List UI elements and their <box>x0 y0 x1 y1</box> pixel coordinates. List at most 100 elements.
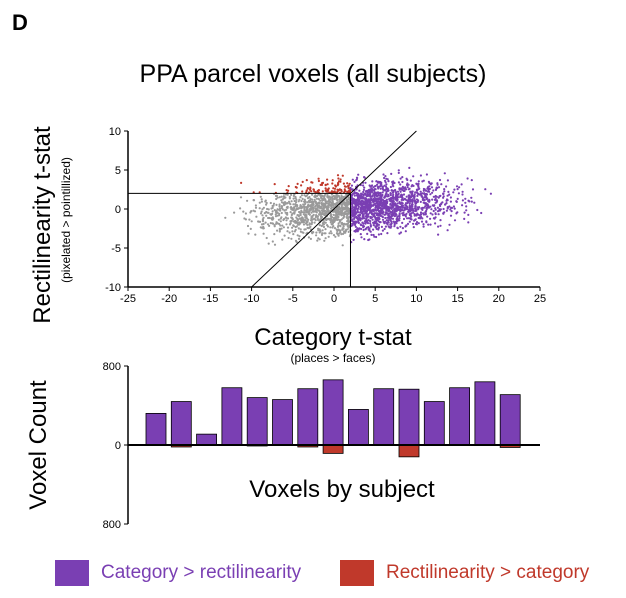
scatter-point <box>416 200 419 203</box>
scatter-point <box>328 217 331 221</box>
scatter-point <box>389 203 392 206</box>
scatter-point <box>350 203 354 206</box>
scatter-point <box>321 232 324 235</box>
scatter-point <box>364 192 367 195</box>
scatter-point <box>447 190 450 193</box>
scatter-point <box>422 201 425 204</box>
scatter-point <box>334 185 337 188</box>
scatter-point <box>405 195 408 198</box>
scatter-point <box>261 218 264 221</box>
scatter-point <box>473 201 476 204</box>
scatter-point <box>281 238 284 241</box>
scatter-point <box>408 194 411 197</box>
scatter-point <box>283 234 286 237</box>
scatter-point <box>465 205 468 208</box>
scatter-point <box>303 194 306 197</box>
scatter-point <box>278 230 281 233</box>
scatter-point <box>355 198 359 201</box>
scatter-point <box>448 193 451 196</box>
scatter-point <box>287 236 290 240</box>
scatter-point <box>396 193 400 196</box>
scatter-point <box>384 188 387 192</box>
legend-swatch-category <box>55 560 89 586</box>
scatter-point <box>352 220 355 224</box>
scatter-point <box>317 201 321 204</box>
scatter-point <box>383 195 386 198</box>
scatter-point <box>246 199 249 202</box>
scatter-point <box>405 177 408 180</box>
scatter-point <box>324 193 327 196</box>
scatter-point <box>437 186 441 189</box>
scatter-point <box>390 200 393 203</box>
scatter-x-tick-label: 0 <box>331 293 337 305</box>
scatter-point <box>342 224 345 227</box>
scatter-point <box>323 203 326 206</box>
scatter-xlabel-sub: (places > faces) <box>290 351 375 365</box>
scatter-point <box>449 214 453 217</box>
scatter-point <box>396 190 400 193</box>
scatter-point <box>258 191 261 194</box>
scatter-point <box>346 202 349 206</box>
scatter-point <box>372 186 375 189</box>
scatter-point <box>385 211 388 214</box>
scatter-point <box>373 235 376 238</box>
scatter-point <box>286 230 289 233</box>
scatter-point <box>351 210 354 213</box>
scatter-point <box>320 197 323 200</box>
scatter-point <box>414 205 417 208</box>
scatter-point <box>434 195 437 198</box>
scatter-point <box>341 174 344 177</box>
scatter-point <box>361 213 364 217</box>
scatter-point <box>388 206 392 209</box>
scatter-point <box>326 194 329 197</box>
scatter-point <box>300 194 303 197</box>
scatter-point <box>390 223 393 226</box>
scatter-point <box>369 189 372 192</box>
scatter-point <box>452 205 455 208</box>
scatter-point <box>372 233 375 237</box>
scatter-point <box>412 226 415 229</box>
scatter-point <box>395 191 398 194</box>
scatter-point <box>357 196 360 199</box>
scatter-point <box>385 177 388 180</box>
scatter-point <box>265 236 268 240</box>
scatter-point <box>360 195 363 198</box>
scatter-point <box>311 207 314 210</box>
bar-rectilinearity <box>398 444 420 458</box>
scatter-point <box>387 225 390 228</box>
scatter-point <box>346 198 349 201</box>
scatter-point <box>312 213 315 216</box>
scatter-point <box>432 189 435 192</box>
scatter-point <box>432 217 435 220</box>
scatter-point <box>289 222 292 225</box>
scatter-point <box>424 196 427 199</box>
scatter-point <box>446 199 449 202</box>
scatter-point <box>352 198 355 201</box>
scatter-point <box>378 217 381 221</box>
scatter-point <box>330 201 333 204</box>
scatter-point <box>426 203 429 206</box>
scatter-point <box>409 199 412 202</box>
scatter-point <box>410 204 414 207</box>
scatter-point <box>348 182 351 185</box>
scatter-point <box>434 197 437 200</box>
scatter-point <box>296 218 300 222</box>
scatter-point <box>384 216 387 220</box>
scatter-point <box>301 190 304 193</box>
scatter-point <box>363 201 366 205</box>
scatter-point <box>277 218 280 221</box>
scatter-point <box>463 217 466 220</box>
scatter-point <box>303 207 306 210</box>
scatter-point <box>357 202 360 205</box>
scatter-point <box>351 213 354 216</box>
scatter-point <box>406 217 409 220</box>
scatter-point <box>290 237 293 240</box>
scatter-point <box>378 206 381 209</box>
scatter-point <box>369 230 372 233</box>
scatter-point <box>408 166 411 169</box>
scatter-point <box>254 204 257 207</box>
scatter-point <box>383 176 386 180</box>
scatter-point <box>388 216 391 219</box>
scatter-point <box>378 204 381 207</box>
scatter-point <box>274 215 278 218</box>
